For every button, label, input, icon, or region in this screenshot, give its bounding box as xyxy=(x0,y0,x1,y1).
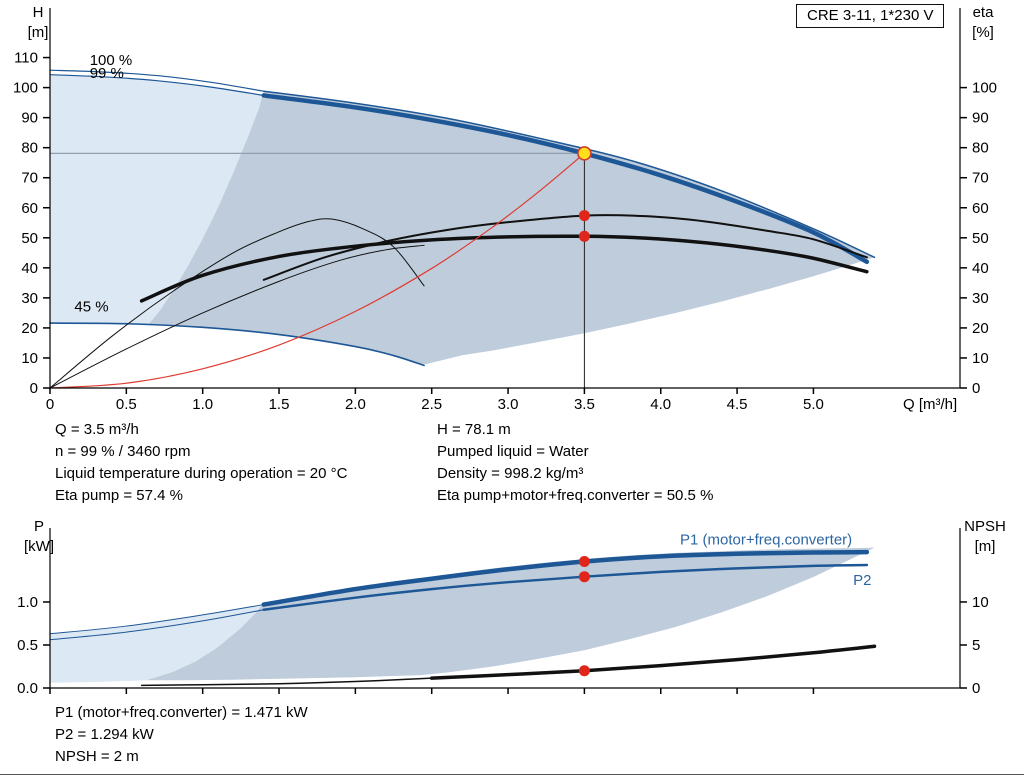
tick-label: 60 xyxy=(21,200,38,217)
npsh-curve xyxy=(429,644,877,680)
p2-point xyxy=(578,571,590,583)
tick-label: 4.5 xyxy=(727,396,748,413)
duty-info-left: Q = 3.5 m³/h n = 99 % / 3460 rpm Liquid … xyxy=(55,419,347,507)
p1-point xyxy=(578,555,590,567)
duty-temperature-line: Liquid temperature during operation = 20… xyxy=(55,465,348,482)
eta-45-arc-2 xyxy=(49,244,425,389)
npsh-value-line: NPSH = 2 m xyxy=(55,748,139,765)
p-axis-label: P [kW] xyxy=(24,518,54,555)
tick-label: 20 xyxy=(972,320,989,337)
tick-label: 30 xyxy=(972,290,989,307)
tick-label: 70 xyxy=(21,170,38,187)
tick-label: 2.5 xyxy=(421,396,442,413)
tick-label: 2.0 xyxy=(345,396,366,413)
h-curve-45pct xyxy=(49,322,425,367)
tick-label: 1.5 xyxy=(269,396,290,413)
tick-label: 40 xyxy=(972,260,989,277)
tick-label: 70 xyxy=(972,170,989,187)
h-curve-99pct-head xyxy=(49,74,265,97)
npsh-axis-label: NPSH [m] xyxy=(964,518,1006,555)
duty-eta-total-line: Eta pump+motor+freq.converter = 50.5 % xyxy=(437,487,714,504)
tick-label: 0 xyxy=(46,396,54,413)
eta-axis-label: eta [%] xyxy=(972,4,994,41)
duty-info-right: H = 78.1 m Pumped liquid = Water Density… xyxy=(437,419,713,507)
x-axis-title: Q [m³/h] xyxy=(903,396,957,413)
affinity-parabola xyxy=(49,152,585,389)
tick-label: 100 xyxy=(972,80,997,97)
tick-label: 0.0 xyxy=(17,680,38,697)
tick-label: 110 xyxy=(14,50,38,67)
tick-label: 0.5 xyxy=(116,396,137,413)
eta-45-arc-1 xyxy=(49,218,425,389)
tick-label: 1.0 xyxy=(192,396,213,413)
tick-label: 80 xyxy=(21,140,38,157)
tick-label: 80 xyxy=(972,140,989,157)
tick-label: 30 xyxy=(21,290,38,307)
tick-label: 3.5 xyxy=(574,396,595,413)
speed-label-99: 99 % xyxy=(90,65,124,82)
duty-eta-pump-line: Eta pump = 57.4 % xyxy=(55,487,183,504)
duty-point[interactable] xyxy=(577,146,592,161)
tick-label: 1.0 xyxy=(17,594,38,611)
tick-label: 50 xyxy=(972,230,989,247)
tick-label: 100 xyxy=(13,80,38,97)
pump-model-label: CRE 3-11, 1*230 V xyxy=(796,4,945,28)
npsh-point xyxy=(578,665,590,677)
tick-label: 0.5 xyxy=(17,637,38,654)
tick-label: 20 xyxy=(21,320,38,337)
duty-liquid-line: Pumped liquid = Water xyxy=(437,443,589,460)
tick-label: 40 xyxy=(21,260,38,277)
eta-pump-point xyxy=(578,210,590,222)
qh-eta-chart: 0 10 20 30 40 50 60 70 80 90 100 110 0 10 20 30 40 50 60 70… xyxy=(13,8,997,413)
p2-value-line: P2 = 1.294 kW xyxy=(55,726,154,743)
npsh-curve-head xyxy=(140,677,433,687)
power-envelope xyxy=(146,547,875,681)
speed-envelope xyxy=(147,91,875,365)
tick-label: 5 xyxy=(972,637,980,654)
tick-label: 10 xyxy=(972,594,989,611)
p1-label: P1 (motor+freq.converter) xyxy=(680,531,852,548)
tick-label: 10 xyxy=(972,350,989,367)
p1-value-line: P1 (motor+freq.converter) = 1.471 kW xyxy=(55,704,308,721)
h-curve-100pct xyxy=(263,90,876,259)
h-axis-label: H [m] xyxy=(27,4,49,41)
tick-label: 0 xyxy=(30,380,38,397)
power-npsh-chart: 0.0 0.5 1.0 0 5 10 P1 (motor+freq.converter) P2 xyxy=(17,528,989,697)
tick-label: 90 xyxy=(21,110,38,127)
p1-curve-head-b xyxy=(49,609,265,641)
tick-label: 0 xyxy=(972,680,980,697)
tick-label: 5.0 xyxy=(803,396,824,413)
tick-label: 50 xyxy=(21,230,38,247)
h-curve-100pct-head xyxy=(49,69,265,92)
p1-curve-head-a xyxy=(49,604,265,635)
eta-total-point xyxy=(578,230,590,242)
speed-label-100: 100 % xyxy=(90,52,133,69)
tick-label: 3.0 xyxy=(498,396,519,413)
tick-label: 60 xyxy=(972,200,989,217)
tick-label: 0 xyxy=(972,380,980,397)
duty-speed-line: n = 99 % / 3460 rpm xyxy=(55,443,191,460)
eta-pump-motor-curve xyxy=(139,234,869,303)
power-envelope-light xyxy=(50,604,264,683)
bottom-divider xyxy=(0,774,1024,775)
duty-density-line: Density = 998.2 kg/m³ xyxy=(437,465,584,482)
p2-label: P2 xyxy=(853,572,871,589)
tick-label: 10 xyxy=(21,350,38,367)
duty-q-line: Q = 3.5 m³/h xyxy=(55,421,139,438)
speed-label-45: 45 % xyxy=(74,298,108,315)
duty-h-line: H = 78.1 m xyxy=(437,421,511,438)
tick-label: 4.0 xyxy=(650,396,671,413)
tick-label: 90 xyxy=(972,110,989,127)
power-info: P1 (motor+freq.converter) = 1.471 kW P2 … xyxy=(55,702,308,768)
speed-envelope-light xyxy=(50,74,264,326)
